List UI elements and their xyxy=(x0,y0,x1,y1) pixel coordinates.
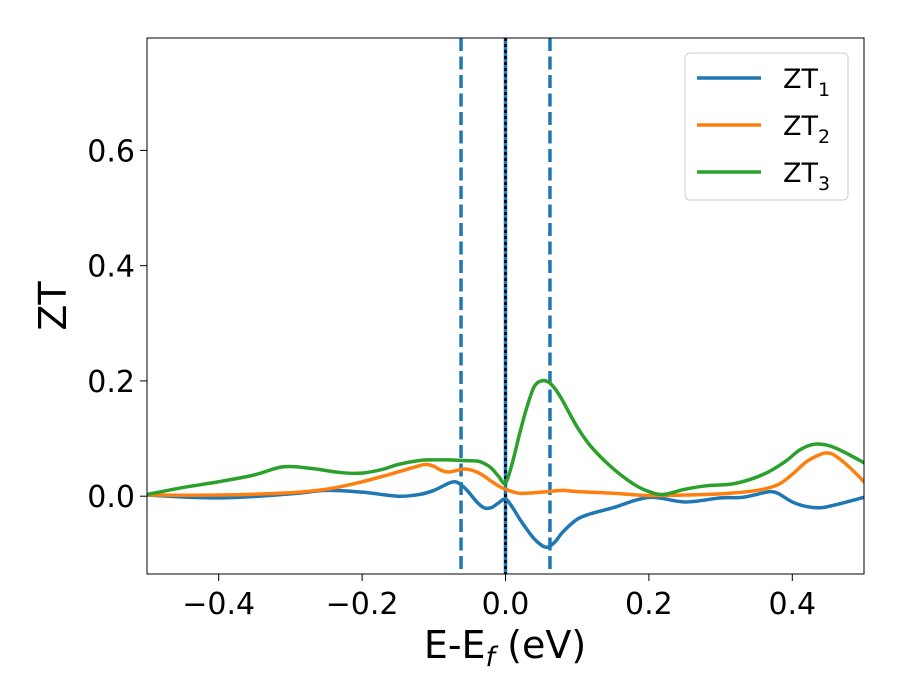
legend-label-3: ZT3 xyxy=(783,158,830,195)
series-line-1 xyxy=(147,479,864,550)
y-axis: 0.0 0.2 0.4 0.6 xyxy=(87,134,147,515)
series-line-2 xyxy=(147,451,864,498)
y-tick-label: 0.0 xyxy=(87,480,135,515)
series-line-3 xyxy=(147,378,864,497)
legend-box xyxy=(684,52,849,201)
x-axis: −0.4 −0.2 0.0 0.2 0.4 xyxy=(182,574,816,622)
y-tick-label: 0.4 xyxy=(87,250,135,285)
legend: ZT1 ZT2 ZT3 xyxy=(684,52,849,201)
y-tick-label: 0.2 xyxy=(87,365,135,400)
x-tick-label: 0.2 xyxy=(625,587,673,622)
x-tick-label: −0.2 xyxy=(326,587,399,622)
legend-label-2: ZT2 xyxy=(783,111,830,148)
x-tick-label: −0.4 xyxy=(182,587,255,622)
x-tick-label: 0.4 xyxy=(768,587,816,622)
y-tick-label: 0.6 xyxy=(87,134,135,169)
x-tick-label: 0.0 xyxy=(482,587,530,622)
y-axis-label: ZT xyxy=(31,281,75,331)
legend-label-1: ZT1 xyxy=(783,64,830,101)
x-axis-label: E-Ef (eV) xyxy=(424,623,586,673)
series-layer xyxy=(147,378,864,550)
